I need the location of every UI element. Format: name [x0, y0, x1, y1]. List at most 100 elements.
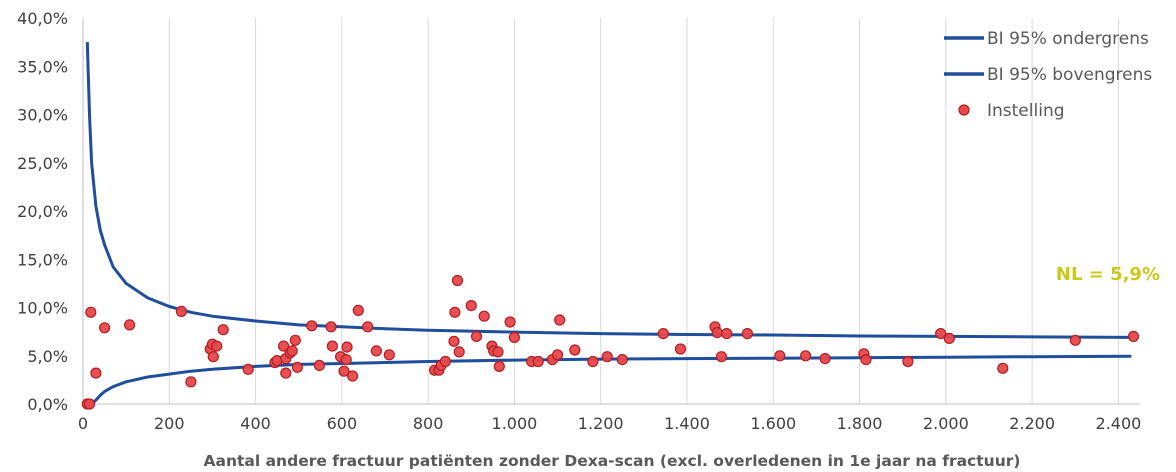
instelling-point-30 [341, 341, 353, 353]
instelling-point-74 [902, 355, 914, 368]
x-tick-label-6: 1.200 [578, 414, 624, 433]
instelling-point-10 [207, 351, 219, 363]
instelling-point-59 [587, 355, 599, 368]
instelling-point-22 [291, 361, 303, 373]
instelling-point-28 [338, 365, 350, 377]
instelling-point-56 [551, 349, 564, 361]
y-tick-label-1: 5,0% [27, 347, 68, 366]
instelling-point-33 [362, 321, 374, 333]
instelling-point-13 [242, 363, 254, 375]
instelling-point-35 [383, 349, 395, 361]
instelling-point-3 [90, 367, 102, 379]
instelling-point-77 [997, 362, 1009, 374]
ci-lines [85, 42, 1132, 406]
instelling-point-23 [306, 320, 318, 332]
instelling-point-24 [313, 359, 325, 371]
instelling-point-2 [85, 306, 97, 318]
instelling-point-54 [532, 355, 544, 368]
instelling-point-25 [325, 321, 337, 333]
instelling-point-79 [1127, 330, 1140, 342]
instelling-point-65 [711, 327, 723, 339]
x-tick-label-11: 2.200 [1009, 414, 1055, 433]
instelling-point-70 [799, 350, 812, 362]
x-tick-label-8: 1.600 [750, 414, 796, 433]
instelling-point-57 [554, 314, 566, 326]
x-tick-label-12: 2.400 [1096, 414, 1142, 433]
x-tick-label-7: 1.400 [664, 414, 710, 433]
instelling-point-7 [185, 376, 197, 388]
instelling-point-40 [448, 335, 460, 347]
instelling-point-44 [465, 300, 477, 312]
instelling-point-58 [569, 344, 581, 356]
legend-label-instelling: Instelling [987, 101, 1065, 121]
axes [82, 18, 1140, 405]
instelling-point-16 [278, 340, 290, 352]
scatter-points [81, 274, 1140, 410]
x-tick-label-10: 2.000 [923, 414, 969, 433]
instelling-point-60 [601, 351, 613, 363]
instelling-point-20 [286, 345, 298, 357]
instelling-point-63 [674, 343, 687, 355]
instelling-point-32 [352, 304, 364, 316]
instelling-point-66 [715, 351, 728, 363]
y-tick-label-7: 35,0% [17, 57, 68, 76]
instelling-point-73 [860, 354, 872, 366]
instelling-point-62 [657, 328, 669, 340]
y-tick-label-8: 40,0% [17, 9, 68, 28]
instelling-point-11 [211, 340, 223, 352]
x-axis-title: Aantal andere fractuur patiënten zonder … [204, 452, 1021, 470]
instelling-point-71 [819, 353, 831, 365]
instelling-point-34 [370, 345, 382, 357]
y-tick-label-5: 25,0% [17, 154, 68, 173]
instelling-point-75 [935, 328, 947, 340]
legend-swatch-instelling [958, 104, 970, 116]
instelling-point-76 [943, 332, 955, 344]
y-tick-label-0: 0,0% [27, 395, 68, 414]
instelling-point-49 [492, 346, 504, 358]
instelling-point-51 [504, 316, 516, 328]
legend: BI 95% ondergrens BI 95% bovengrens Inst… [944, 29, 1152, 121]
x-tick-label-0: 0 [78, 414, 88, 433]
instelling-point-26 [326, 340, 338, 352]
instelling-point-45 [470, 330, 483, 342]
y-tick-label-6: 30,0% [17, 106, 68, 125]
legend-label-ondergrens: BI 95% ondergrens [987, 29, 1149, 49]
instelling-point-4 [98, 322, 111, 334]
x-tick-label-4: 800 [413, 414, 444, 433]
ci-lower-bound-line [87, 354, 1132, 406]
instelling-point-1 [83, 398, 96, 410]
y-tick-label-4: 20,0% [17, 202, 68, 221]
legend-label-bovengrens: BI 95% bovengrens [987, 65, 1152, 85]
instelling-point-46 [478, 310, 490, 322]
instelling-point-42 [451, 274, 464, 287]
instelling-point-29 [340, 354, 352, 366]
y-tick-label-2: 10,0% [17, 299, 68, 318]
instelling-point-67 [721, 328, 733, 340]
instelling-point-52 [508, 331, 521, 343]
x-tick-label-3: 600 [327, 414, 358, 433]
instelling-point-50 [493, 360, 505, 372]
instelling-point-69 [774, 350, 786, 362]
national-rate-annotation: NL = 5,9% [1056, 264, 1160, 285]
x-axis-ticks: 0 200 400 600 800 1.000 1.200 1.400 1.600 1.800 2.… [78, 414, 1141, 433]
x-tick-label-9: 1.800 [837, 414, 883, 433]
instelling-point-39 [439, 355, 451, 368]
instelling-point-5 [124, 319, 136, 331]
instelling-point-68 [741, 328, 754, 340]
instelling-point-31 [347, 370, 359, 382]
instelling-point-21 [289, 334, 301, 346]
y-tick-label-3: 15,0% [17, 250, 68, 269]
ci-upper-bound-line [85, 42, 1132, 339]
x-tick-label-2: 400 [240, 414, 271, 433]
instelling-point-41 [449, 306, 461, 318]
instelling-point-78 [1069, 334, 1081, 346]
instelling-point-6 [175, 305, 187, 317]
x-tick-label-1: 200 [154, 414, 185, 433]
instelling-point-12 [217, 324, 229, 336]
x-tick-label-5: 1.000 [492, 414, 538, 433]
instelling-point-43 [453, 346, 465, 358]
instelling-point-17 [280, 367, 292, 379]
instelling-point-61 [616, 354, 628, 366]
y-axis-ticks: 0,0% 5,0% 10,0% 15,0% 20,0% 25,0% 30,0% 35,0% 40… [17, 9, 68, 414]
